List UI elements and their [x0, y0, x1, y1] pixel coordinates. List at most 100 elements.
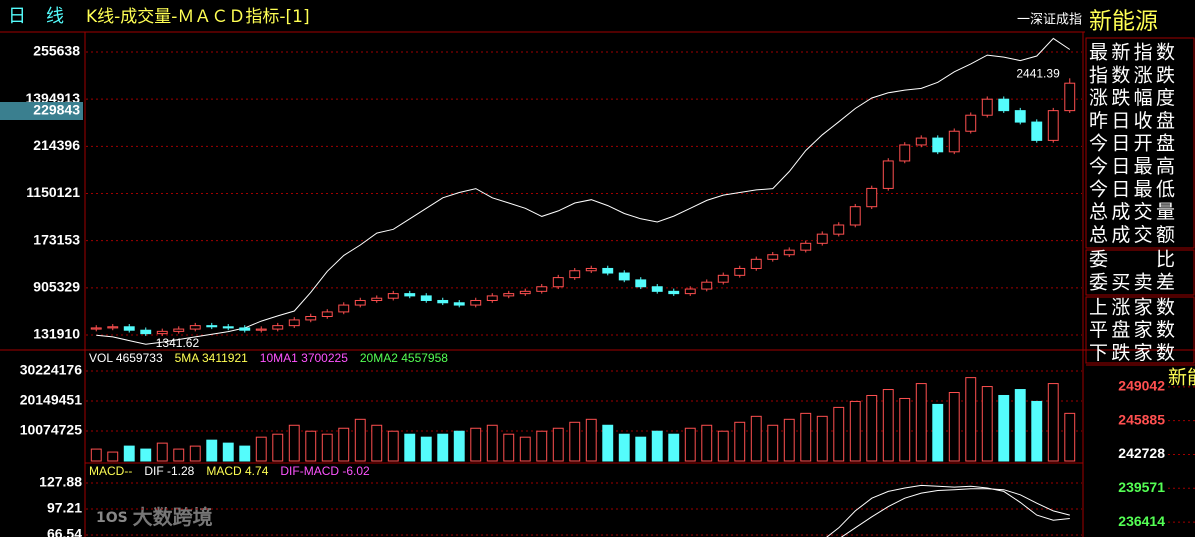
candle-body: [948, 130, 960, 153]
volume-bar: [635, 436, 647, 462]
volume-bar: [800, 412, 812, 462]
candle-body: [701, 281, 713, 290]
volume-bar: [684, 427, 696, 462]
candle-body: [470, 299, 482, 306]
side-label: 涨跌幅度: [1089, 87, 1175, 109]
volume-bar: [569, 421, 581, 462]
volume-bar: [1014, 389, 1026, 462]
macd-lines: [826, 484, 1070, 537]
volume-bar: [948, 392, 960, 462]
volume-bar: [717, 430, 729, 462]
side-label: 上涨家数: [1089, 296, 1175, 318]
side-label: 总成交量: [1089, 201, 1175, 223]
candle-body: [486, 295, 498, 301]
candle-body: [998, 98, 1010, 112]
frame: [0, 31, 1195, 537]
side-label: 指数涨跌: [1089, 64, 1175, 86]
legend-entry: DIF -1.28: [144, 464, 194, 478]
overlay-name: 一深证成指: [1017, 13, 1082, 28]
volume-bar: [189, 445, 201, 462]
candle-body: [866, 187, 878, 208]
candle-body: [1064, 82, 1076, 112]
candle-body: [767, 254, 779, 260]
candle-body: [239, 327, 251, 331]
volume-bar: [123, 445, 135, 462]
candle-body: [981, 98, 993, 116]
candle-body: [915, 137, 927, 146]
candle-body: [107, 326, 119, 329]
volume-bar: [816, 415, 828, 462]
candle-body: [882, 160, 894, 189]
candle-body: [387, 293, 399, 299]
candle-body: [783, 249, 795, 256]
candle-body: [420, 295, 432, 301]
volume-bar: [1064, 412, 1076, 462]
legend-entry: MACD--: [89, 464, 132, 478]
candle-body: [255, 328, 267, 331]
volume-bar: [849, 400, 861, 462]
volume-bar: [107, 451, 119, 462]
tab[interactable]: 线: [46, 6, 64, 27]
volume-bar: [651, 430, 663, 462]
volume-bar: [833, 406, 845, 462]
candle-body: [569, 270, 581, 279]
candle-body: [965, 114, 977, 132]
mini-tick-label: 249042: [1118, 378, 1165, 394]
volume-bar: [1031, 400, 1043, 462]
candle-body: [833, 224, 845, 235]
candle-body: [849, 206, 861, 226]
candle-body: [288, 319, 300, 327]
macd-line: [840, 488, 1070, 537]
y-tick-label: 173153: [33, 231, 80, 247]
candle-body: [635, 279, 647, 288]
y-tick-label: 10074725: [20, 422, 83, 438]
watermark: 1OS 大数跨境: [96, 505, 213, 529]
y-tick-label: 255638: [33, 43, 80, 59]
candle-body: [602, 267, 614, 274]
volume-bar: [321, 433, 333, 462]
volume-bar: [206, 439, 218, 462]
y-tick-label: 131910: [33, 326, 80, 342]
volume-bar: [915, 383, 927, 462]
volume-bar: [387, 430, 399, 462]
candle-body: [618, 272, 630, 281]
candle-body: [932, 137, 944, 153]
chart-title: K线-成交量-ＭＡＣＤ指标-[1]: [86, 7, 310, 27]
volume-bar: [453, 430, 465, 462]
side-label: 今日最高: [1089, 156, 1175, 178]
candle-body: [519, 290, 531, 295]
candle-body: [816, 233, 828, 244]
volume-bar: [338, 427, 350, 462]
candle-body: [123, 326, 135, 331]
watermark-text: 大数跨境: [133, 505, 213, 529]
candle-body: [90, 327, 102, 330]
y-tick-label: 214396: [33, 137, 80, 153]
side-label: 今日最低: [1089, 178, 1175, 200]
volume-bar: [701, 424, 713, 462]
volume-bar: [371, 424, 383, 462]
current-price: 229843: [33, 102, 80, 118]
candle-body: [140, 329, 152, 335]
candle-body: [651, 286, 663, 292]
candle-body: [734, 267, 746, 276]
overlay-line: [96, 37, 1071, 345]
volume-bar: [420, 436, 432, 462]
volume-bar: [503, 433, 515, 462]
annotation: 1341.62: [156, 336, 200, 350]
volume-bar: [750, 415, 762, 462]
candle-body: [371, 297, 383, 301]
candle-body: [585, 267, 597, 272]
volume-bar: [866, 394, 878, 462]
candle-body: [453, 302, 465, 306]
candle-body: [404, 293, 416, 297]
side-label: 总成交额: [1089, 224, 1175, 246]
volume-bar: [1047, 383, 1059, 462]
candle-body: [800, 242, 812, 251]
y-tick-label: 1150121: [26, 184, 80, 200]
candle-body: [684, 288, 696, 295]
volume-bar: [882, 389, 894, 462]
tab[interactable]: 日: [8, 6, 26, 27]
volume-bar: [965, 377, 977, 462]
side-label: 昨日收盘: [1089, 110, 1175, 132]
